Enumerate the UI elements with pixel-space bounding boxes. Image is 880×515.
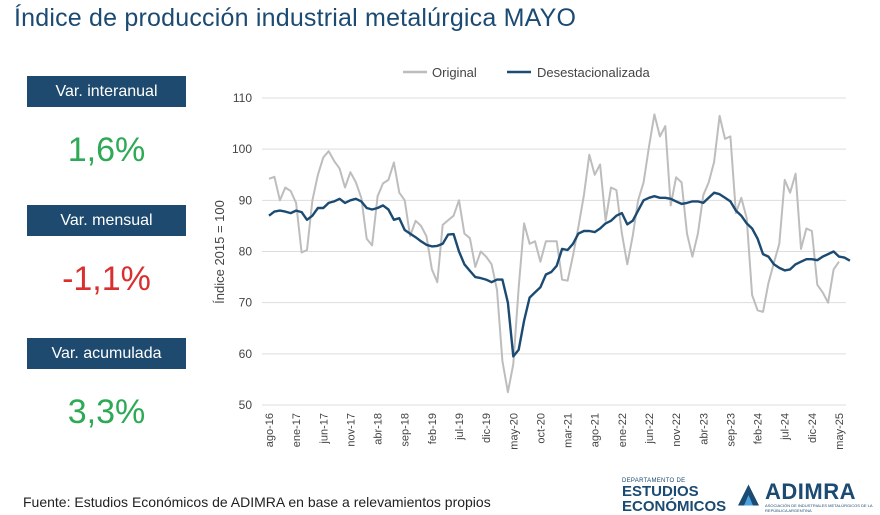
production-index-chart: Original Desestacionalizada 50 60 70 80 90 10…	[212, 65, 851, 450]
x-tick-label: ene-17	[291, 413, 303, 447]
x-tick-label: dic-19	[481, 413, 493, 443]
x-tick-label: jun-17	[318, 413, 330, 445]
kpi-cumulative-label: Var. acumulada	[27, 338, 186, 369]
x-tick-label: dic-24	[807, 413, 819, 443]
y-tick-label: 60	[239, 347, 253, 361]
y-tick-label: 90	[239, 193, 253, 207]
legend-sa-label: Desestacionalizada	[537, 65, 651, 80]
adimra-mark-icon	[738, 484, 760, 506]
page-title: Índice de producción industrial metalúrg…	[14, 4, 577, 32]
adimra-brand: ADIMRA	[765, 479, 857, 504]
x-tick-label: oct-20	[535, 413, 547, 444]
chart-legend: Original Desestacionalizada	[403, 65, 651, 80]
adimra-logo: ADIMRA ASOCIACIÓN DE INDUSTRIALES METALÚ…	[738, 481, 880, 513]
logo-dept-line2: ECONÓMICOS	[622, 498, 727, 515]
y-tick-label: 100	[232, 142, 252, 156]
kpi-interannual-value: 1,6%	[67, 131, 146, 169]
x-tick-label: abr-23	[698, 413, 710, 445]
x-tick-label: mar-21	[563, 413, 575, 448]
adimra-brand-sub: ASOCIACIÓN DE INDUSTRIALES METALÚRGICOS …	[765, 503, 873, 513]
x-tick-label: nov-17	[345, 413, 357, 447]
x-tick-label: abr-18	[373, 413, 385, 445]
y-axis-label: Índice 2015 = 100	[212, 200, 227, 304]
kpi-cumulative-value: 3,3%	[67, 393, 146, 431]
legend-original-label: Original	[432, 65, 477, 80]
x-tick-label: sep-18	[400, 413, 412, 447]
series-line-original	[268, 113, 840, 394]
y-tick-label: 70	[239, 296, 253, 310]
y-tick-label: 50	[239, 398, 253, 412]
estudios-economicos-logo: DEPARTAMENTO DE ESTUDIOS ECONÓMICOS	[622, 478, 726, 514]
kpi-monthly-label: Var. mensual	[27, 205, 186, 236]
x-tick-label: ene-22	[617, 413, 629, 447]
x-tick-label: may-20	[508, 413, 520, 450]
x-tick-label: feb-24	[753, 413, 765, 444]
x-tick-label: nov-22	[671, 413, 683, 447]
x-tick-label: may-25	[834, 413, 846, 450]
logo-dept-small: DEPARTAMENTO DE	[622, 478, 686, 484]
source-note: Fuente: Estudios Económicos de ADIMRA en…	[23, 494, 491, 510]
series-line-desestacionalizada	[268, 191, 851, 358]
x-tick-label: sep-23	[725, 413, 737, 447]
kpi-monthly-value: -1,1%	[62, 260, 151, 298]
x-tick-label: jul-24	[780, 413, 792, 441]
x-tick-label: feb-19	[427, 413, 439, 444]
x-tick-label: jul-19	[454, 413, 466, 441]
logo-dept-line1: ESTUDIOS	[622, 483, 699, 500]
x-tick-label: ago-16	[264, 413, 276, 447]
kpi-interannual-label: Var. interanual	[27, 76, 186, 107]
y-tick-label: 110	[233, 91, 252, 105]
y-tick-label: 80	[239, 245, 253, 259]
x-tick-label: ago-21	[590, 413, 602, 447]
x-tick-label: jun-22	[644, 413, 656, 445]
